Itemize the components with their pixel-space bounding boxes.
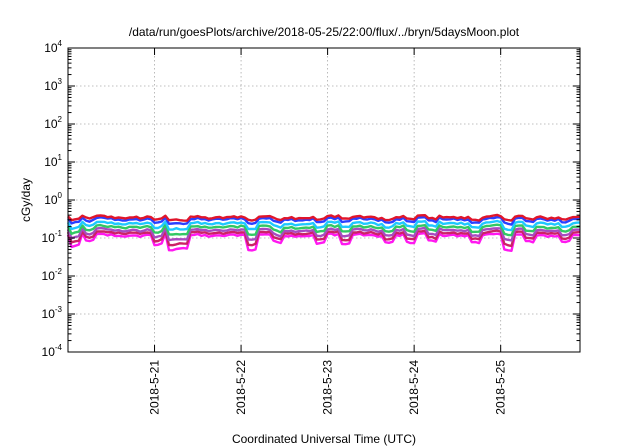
- x-tick-label: 2018-5-22: [234, 360, 248, 415]
- grid-lines: [68, 48, 580, 352]
- series-line: [66, 226, 581, 242]
- y-tick-label: 10-4: [42, 343, 63, 359]
- y-tick-label: 10-2: [42, 267, 63, 283]
- series-line: [67, 216, 581, 226]
- y-tick-label: 102: [44, 115, 62, 131]
- x-tick-label: 2018-5-23: [321, 360, 335, 415]
- x-tick-label: 2018-5-24: [407, 360, 421, 415]
- series-line: [66, 231, 581, 252]
- y-tick-label: 10-3: [42, 305, 63, 321]
- x-tick-label: 2018-5-21: [148, 360, 162, 415]
- series-lines: [66, 213, 581, 252]
- series-line: [66, 219, 581, 232]
- y-tick-labels: 10-4 10-3 10-2 10-1 100 101 102 103 104: [42, 39, 63, 359]
- y-tick-label: 101: [44, 153, 62, 169]
- x-axis-label: Coordinated Universal Time (UTC): [232, 432, 416, 446]
- y-tick-label: 103: [44, 77, 62, 93]
- y-tick-label: 100: [44, 191, 62, 207]
- series-line: [67, 213, 581, 222]
- x-tick-labels: 2018-5-21 2018-5-22 2018-5-23 2018-5-24 2018…: [148, 360, 508, 415]
- y-tick-label: 104: [44, 39, 62, 55]
- x-tick-label: 2018-5-25: [494, 360, 508, 415]
- y-tick-label: 10-1: [42, 229, 63, 245]
- chart-title: /data/run/goesPlots/archive/2018-05-25/2…: [129, 25, 520, 39]
- y-axis-label: cGy/day: [19, 178, 33, 222]
- series-line: [66, 229, 581, 248]
- axis-ticks: [68, 47, 580, 353]
- series-line: [66, 223, 581, 237]
